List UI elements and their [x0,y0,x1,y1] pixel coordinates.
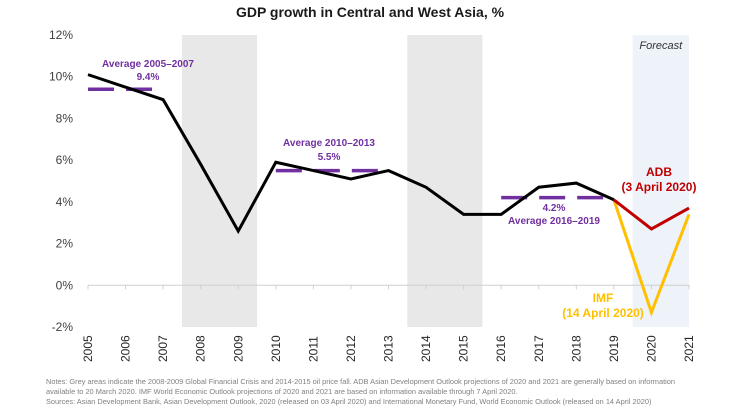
average-label: Average 2016–2019 [508,216,600,227]
x-axis [87,284,690,290]
x-tick-labels: 2005 2006 2007 2008 2009 2010 2011 2012 2013 2014… [81,335,696,362]
x-tick-label: 2014 [419,335,433,362]
average-value-label: 5.5% [318,152,341,163]
y-tick-label: 10% [49,70,73,84]
chart-svg: Forecast -2%0%2%4%6%8%10%12% 2005 2006 200… [49,28,696,362]
notes-line-1: Notes: Grey areas indicate the 2008-2009… [46,377,675,386]
annotations: ADB(3 April 2020) IMF(14 April 2020) [562,165,696,320]
x-tick-label: 2009 [231,335,245,362]
shaded-band [407,35,483,327]
forecast-label: Forecast [639,40,683,52]
adb-label: ADB [646,165,672,179]
average-value-label: 9.4% [137,72,160,83]
notes-line-3: Sources: Asian Development Bank, Asian D… [46,397,652,406]
x-tick-label: 2019 [607,335,621,362]
y-tick-label: 12% [49,28,73,42]
x-tick-label: 2015 [457,335,471,362]
average-lines: Average 2005–2007 9.4% Average 2010–2013 5.… [88,59,614,227]
y-tick-label: 0% [56,278,74,292]
x-tick-label: 2010 [269,335,283,362]
x-tick-label: 2012 [344,335,358,362]
y-tick-label: -2% [52,320,74,334]
x-tick-label: 2011 [306,336,320,362]
average-label: Average 2005–2007 [102,59,194,70]
y-tick-label: 4% [56,195,74,209]
forecast-band [632,35,689,327]
y-tick-label: 6% [56,153,74,167]
x-tick-label: 2005 [81,335,95,362]
x-tick-label: 2018 [569,335,583,362]
average-value-label: 4.2% [543,203,566,214]
shaded-periods: Forecast [181,35,689,327]
x-tick-label: 2016 [494,335,508,362]
x-tick-label: 2007 [156,335,170,362]
imf-label: IMF [593,291,614,305]
series-lines [87,73,691,317]
shaded-band [181,35,258,327]
x-tick-label: 2008 [194,335,208,362]
series-line-actual [87,73,615,235]
y-tick-label: 2% [56,237,74,251]
y-tick-label: 8% [56,111,74,125]
imf-date-label: (14 April 2020) [562,306,644,320]
adb-date-label: (3 April 2020) [622,180,697,194]
notes: Notes: Grey areas indicate the 2008-2009… [46,377,726,407]
x-tick-label: 2017 [532,335,546,362]
chart-title: GDP growth in Central and West Asia, % [235,4,505,20]
x-tick-label: 2021 [682,335,696,362]
y-axis: -2% 0% 2% 4% 6% 8% 10% 12% [49,28,73,334]
x-tick-label: 2013 [382,335,396,362]
notes-line-2: available to 20 March 2020. IMF World Ec… [46,387,518,396]
x-tick-label: 2020 [644,335,658,362]
average-label: Average 2010–2013 [283,138,375,149]
x-tick-label: 2006 [119,335,133,362]
